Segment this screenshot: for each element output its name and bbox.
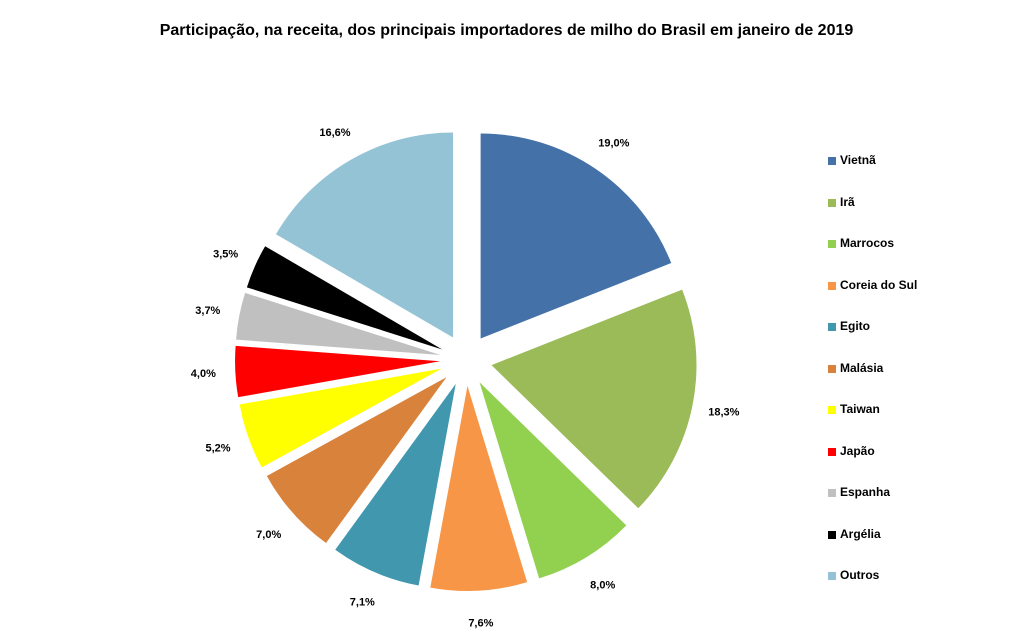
pie-slice-japao [235,345,441,398]
legend-label: Argélia [840,526,881,541]
pie-slice-outros [275,132,454,338]
legend-swatch [828,489,836,497]
legend-item-coreia-do-sul: Coreia do Sul [828,278,917,320]
pie-slice-vietna [480,133,672,339]
legend-swatch [828,406,836,414]
legend-item-malasia: Malásia [828,361,917,403]
pie-slice-taiwan [239,368,442,468]
legend-label: Taiwan [840,402,880,416]
legend-swatch [828,364,836,373]
legend-item-egito: Egito [828,319,917,361]
data-label-outros: 16,6% [319,127,350,139]
legend-swatch [828,281,836,290]
data-label-taiwan: 5,2% [205,443,230,455]
legend-label: Malásia [840,360,884,375]
chart-title: Participação, na receita, dos principais… [159,22,854,39]
pie-slices [235,132,697,591]
legend-item-argelia: Argélia [828,527,917,569]
legend-item-vietna: Vietnã [828,153,917,195]
data-label-marrocos: 8,0% [590,580,615,592]
data-label-vietna: 19,0% [598,137,629,149]
pie-slice-coreia-do-sul [430,385,528,591]
pie-slice-argelia [246,246,443,350]
legend-swatch [828,157,836,165]
data-label-argelia: 3,5% [213,248,238,260]
data-label-malasia: 7,0% [256,529,281,541]
data-label-espanha: 3,7% [195,305,220,317]
pie-slice-ira [491,289,697,509]
legend-label: Marrocos [840,236,895,250]
legend-swatch [828,530,836,539]
pie-slice-espanha [236,292,441,356]
legend-swatch [828,572,836,580]
legend-swatch [828,323,836,331]
legend-label: Vietnã [840,153,876,167]
data-label-ira: 18,3% [708,407,739,419]
legend-swatch [828,447,836,456]
legend-label: Japão [840,443,875,458]
legend-item-outros: Outros [828,568,917,610]
legend-item-ira: Irã [828,195,917,237]
legend-label: Egito [840,319,870,333]
legend-item-taiwan: Taiwan [828,402,917,444]
legend-item-japao: Japão [828,444,917,486]
legend-item-marrocos: Marrocos [828,236,917,278]
legend-swatch [828,198,836,207]
pie-slice-marrocos [479,382,627,579]
pie-slice-egito [335,383,456,586]
legend-swatch [828,240,836,248]
legend-label: Coreia do Sul [840,277,918,292]
legend-label: Espanha [840,485,891,499]
data-label-coreia-do-sul: 7,6% [468,618,493,630]
legend-item-espanha: Espanha [828,485,917,527]
pie-labels: 19,0% 18,3% 8,0% 7,6% 7,1% 7,0% 5,2% 4,0% 3,7% 3,… [191,127,740,630]
legend-label: Outros [840,568,880,582]
data-label-egito: 7,1% [350,597,375,609]
legend-label: Irã [840,194,855,209]
chart-legend: Vietnã Irã Marrocos Coreia do Sul Egito Malás… [828,153,917,610]
pie-slice-malasia [266,377,447,544]
data-label-japao: 4,0% [191,368,216,380]
